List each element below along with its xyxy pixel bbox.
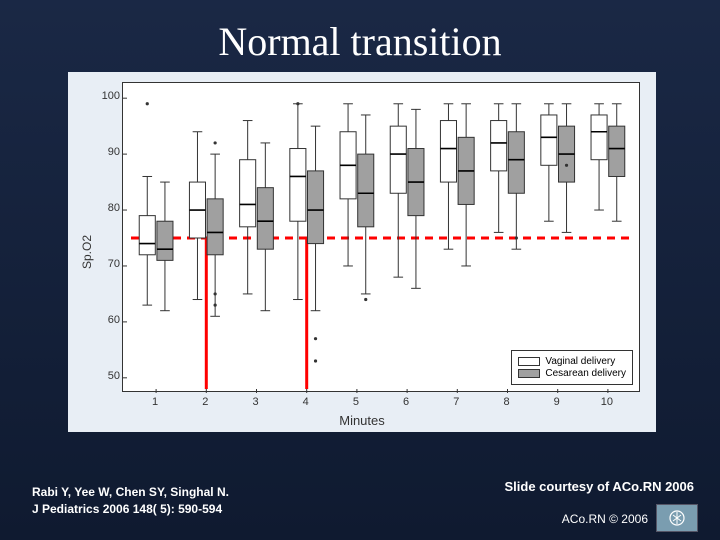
x-tick-label: 2 xyxy=(195,396,215,408)
logo-icon xyxy=(668,509,686,527)
x-tick-label: 7 xyxy=(446,396,466,408)
plot-area: Vaginal delivery Cesarean delivery xyxy=(122,82,640,392)
citation: Rabi Y, Yee W, Chen SY, Singhal N. J Ped… xyxy=(32,484,229,518)
legend-label: Vaginal delivery xyxy=(545,356,615,367)
x-tick-label: 6 xyxy=(396,396,416,408)
x-axis-label: Minutes xyxy=(339,413,385,428)
copyright-text: ACo.RN © 2006 xyxy=(562,512,648,526)
legend-item-vaginal: Vaginal delivery xyxy=(518,356,626,367)
x-tick-label: 10 xyxy=(597,396,617,408)
x-tick-label: 4 xyxy=(296,396,316,408)
legend-swatch xyxy=(518,369,540,378)
page-title: Normal transition xyxy=(0,0,720,65)
citation-line: J Pediatrics 2006 148( 5): 590-594 xyxy=(32,501,229,518)
y-tick-label: 60 xyxy=(100,314,120,326)
y-axis-label: Sp.O2 xyxy=(80,235,94,269)
acorn-logo xyxy=(656,504,698,532)
boxplot-svg xyxy=(123,83,641,393)
x-tick-label: 3 xyxy=(246,396,266,408)
x-tick-label: 1 xyxy=(145,396,165,408)
legend: Vaginal delivery Cesarean delivery xyxy=(511,350,633,385)
courtesy-text: Slide courtesy of ACo.RN 2006 xyxy=(504,479,694,494)
y-tick-label: 90 xyxy=(100,146,120,158)
y-tick-label: 100 xyxy=(100,90,120,102)
legend-item-cesarean: Cesarean delivery xyxy=(518,368,626,379)
x-tick-label: 5 xyxy=(346,396,366,408)
x-tick-label: 8 xyxy=(497,396,517,408)
y-tick-label: 50 xyxy=(100,370,120,382)
y-tick-label: 70 xyxy=(100,258,120,270)
citation-line: Rabi Y, Yee W, Chen SY, Singhal N. xyxy=(32,484,229,501)
legend-label: Cesarean delivery xyxy=(545,368,626,379)
chart-container: Sp.O2 Minutes Vaginal delivery Cesarean … xyxy=(68,72,656,432)
x-tick-label: 9 xyxy=(547,396,567,408)
legend-swatch xyxy=(518,357,540,366)
y-tick-label: 80 xyxy=(100,202,120,214)
